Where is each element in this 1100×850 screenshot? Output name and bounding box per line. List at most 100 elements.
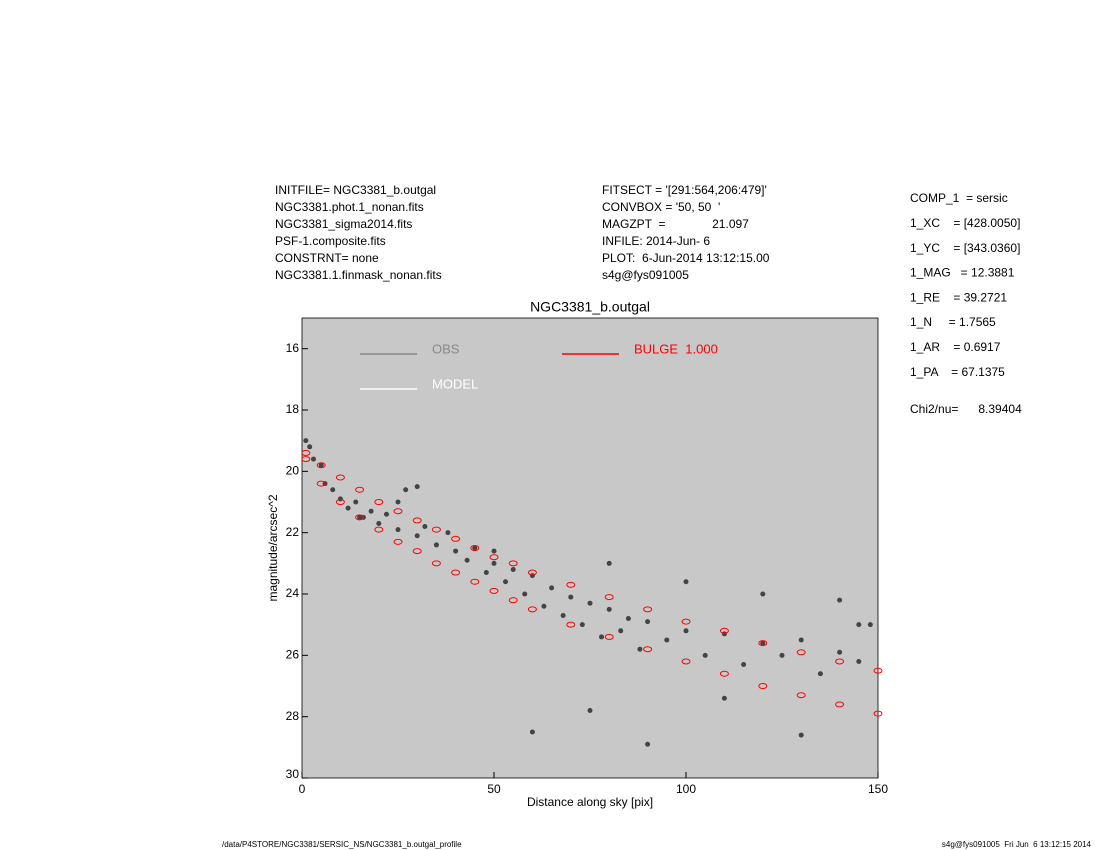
header-line: MAGZPT = 21.097	[602, 217, 749, 231]
y-tick-label: 30	[286, 767, 300, 781]
model-point	[393, 508, 403, 515]
model-point	[566, 621, 576, 628]
obs-point	[522, 591, 528, 597]
obs-point	[867, 622, 873, 628]
model-point	[470, 578, 480, 585]
model-point	[355, 486, 365, 493]
model-point	[489, 554, 499, 561]
header-line: PLOT: 6-Jun-2014 13:12:15.00	[602, 251, 770, 265]
y-tick-label: 18	[286, 402, 300, 416]
model-point	[412, 548, 422, 555]
fit-param: COMP_1 = sersic	[910, 191, 1008, 205]
obs-point	[395, 527, 401, 533]
obs-point	[741, 662, 747, 668]
obs-point	[303, 438, 309, 444]
plot-area	[301, 317, 879, 779]
obs-point	[307, 444, 313, 450]
obs-point	[798, 732, 804, 738]
obs-point	[702, 652, 708, 658]
model-point	[355, 514, 365, 521]
obs-point	[529, 573, 535, 579]
header-line: PSF-1.composite.fits	[275, 234, 386, 248]
obs-point	[579, 622, 585, 628]
obs-point	[856, 622, 862, 628]
model-point	[393, 538, 403, 545]
obs-point	[618, 628, 624, 634]
legend-label: BULGE 1.000	[634, 341, 718, 356]
obs-point	[779, 652, 785, 658]
obs-point	[587, 708, 593, 714]
obs-point	[491, 560, 497, 566]
obs-point	[529, 729, 535, 735]
obs-point	[453, 548, 459, 554]
obs-point	[383, 511, 389, 517]
model-point	[508, 560, 518, 567]
model-point	[835, 658, 845, 665]
obs-point	[318, 462, 324, 468]
obs-point	[464, 557, 470, 563]
model-point	[451, 535, 461, 542]
y-tick-label: 16	[286, 341, 300, 355]
header-line: CONSTRNT= none	[275, 251, 379, 265]
obs-point	[510, 566, 516, 572]
model-point	[873, 710, 883, 717]
obs-point	[837, 649, 843, 655]
model-point	[796, 649, 806, 656]
obs-point	[683, 628, 689, 634]
obs-point	[560, 612, 566, 618]
obs-point	[483, 570, 489, 576]
obs-point	[445, 530, 451, 536]
model-point	[451, 569, 461, 576]
x-tick-label: 50	[487, 782, 501, 796]
model-point	[489, 587, 499, 594]
model-point	[643, 606, 653, 613]
obs-point	[798, 637, 804, 643]
y-tick-label: 20	[286, 464, 300, 478]
obs-point	[645, 741, 651, 747]
y-tick-label: 22	[286, 525, 300, 539]
model-point	[796, 692, 806, 699]
model-point	[643, 646, 653, 653]
header-line: CONVBOX = '50, 50 '	[602, 200, 720, 214]
obs-point	[817, 671, 823, 677]
model-point	[873, 667, 883, 674]
fit-param: 1_AR = 0.6917	[910, 340, 1001, 354]
header-line: NGC3381_sigma2014.fits	[275, 217, 412, 231]
model-point	[681, 618, 691, 625]
obs-point	[637, 646, 643, 652]
obs-point	[587, 600, 593, 606]
chart-title: NGC3381_b.outgal	[530, 299, 650, 315]
obs-point	[541, 603, 547, 609]
obs-point	[422, 524, 428, 530]
obs-point	[664, 637, 670, 643]
model-point	[431, 526, 441, 533]
header-line: s4g@fys091005	[602, 268, 689, 282]
obs-point	[599, 634, 605, 640]
model-point	[566, 581, 576, 588]
obs-point	[856, 658, 862, 664]
model-point	[335, 499, 345, 505]
x-axis-label: Distance along sky [pix]	[527, 795, 653, 809]
footer-left: /data/P4STORE/NGC3381/SERSIC_NS/NGC3381_…	[222, 840, 462, 849]
obs-point	[721, 695, 727, 701]
obs-point	[337, 496, 343, 502]
obs-point	[395, 499, 401, 505]
x-tick-label: 0	[299, 782, 306, 796]
obs-point	[414, 533, 420, 539]
model-point	[681, 658, 691, 665]
header-line: NGC3381.phot.1_nonan.fits	[275, 200, 424, 214]
obs-point	[311, 456, 317, 462]
model-point	[374, 526, 384, 533]
obs-point	[683, 579, 689, 585]
x-tick-label: 150	[868, 782, 888, 796]
y-tick-label: 26	[286, 648, 300, 662]
fit-param: 1_YC = [343.0360]	[910, 241, 1020, 255]
model-point	[527, 606, 537, 613]
model-point	[835, 701, 845, 708]
obs-point	[760, 591, 766, 597]
header-line: INITFILE= NGC3381_b.outgal	[275, 183, 436, 197]
obs-point	[368, 508, 374, 514]
obs-point	[837, 597, 843, 603]
model-point	[374, 499, 384, 505]
